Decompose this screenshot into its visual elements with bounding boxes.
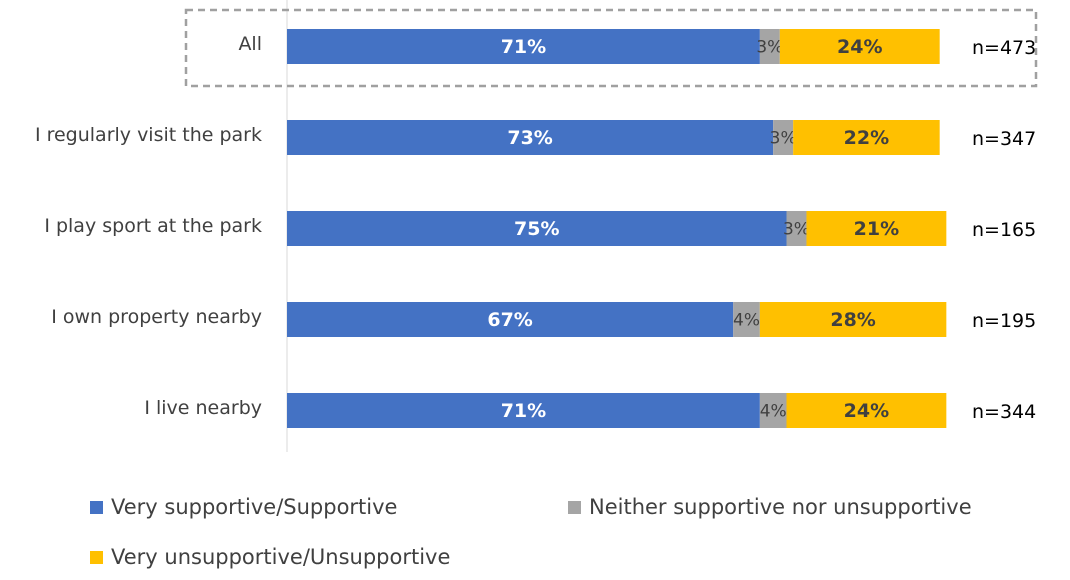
legend-swatch-neutral (568, 500, 581, 514)
bar-all-supportive-label: 71% (501, 36, 546, 58)
sample-size-all: n=473 (972, 37, 1036, 59)
bar-i-live-nearby-unsupportive-label: 24% (844, 400, 889, 422)
bar-i-play-sport-at-the-park-neutral (786, 211, 807, 246)
bar-i-live-nearby-neutral-label: 4% (760, 402, 787, 422)
legend-label-supportive: Very supportive/Supportive (111, 495, 398, 519)
bar-all-neutral-label: 3% (756, 38, 783, 58)
category-label-all: All (238, 33, 262, 55)
bar-i-play-sport-at-the-park-unsupportive-label: 21% (854, 218, 899, 240)
bar-all-unsupportive (779, 29, 940, 64)
bar-i-regularly-visit-the-park-supportive-label: 73% (507, 127, 552, 149)
bar-i-own-property-nearby-supportive (287, 302, 734, 337)
highlight-box-all (184, 8, 1038, 88)
bar-all-supportive (287, 29, 760, 64)
bar-i-own-property-nearby-unsupportive (759, 302, 947, 337)
bar-i-live-nearby-neutral (759, 393, 787, 428)
plot-layer: All 71% 3% 24% n=473 I regularly visit the pa… (35, 8, 1038, 428)
bar-i-own-property-nearby-supportive-label: 67% (487, 309, 532, 331)
bar-i-regularly-visit-the-park-neutral-label: 3% (770, 129, 797, 149)
legend-label-unsupportive: Very unsupportive/Unsupportive (111, 545, 451, 569)
legend-swatch-supportive (90, 500, 103, 514)
bar-all-neutral (759, 29, 780, 64)
legend-item-unsupportive: Very unsupportive/Unsupportive (90, 545, 450, 569)
category-label-i-regularly-visit-the-park: I regularly visit the park (35, 124, 262, 146)
bar-i-play-sport-at-the-park-neutral-label: 3% (783, 220, 810, 240)
sample-size-i-live-nearby: n=344 (972, 401, 1036, 423)
sample-size-i-play-sport-at-the-park: n=165 (972, 219, 1036, 241)
bar-i-play-sport-at-the-park-unsupportive (806, 211, 947, 246)
sample-size-i-own-property-nearby: n=195 (972, 310, 1036, 332)
bar-i-regularly-visit-the-park-supportive (287, 120, 774, 155)
bar-i-own-property-nearby-unsupportive-label: 28% (830, 309, 875, 331)
stacked-bar-chart: All 71% 3% 24% n=473 I regularly visit the pa… (35, 0, 1038, 452)
legend-swatch-unsupportive (90, 550, 103, 564)
bar-i-live-nearby-supportive (287, 393, 760, 428)
bar-i-play-sport-at-the-park-supportive-label: 75% (514, 218, 559, 240)
category-label-i-play-sport-at-the-park: I play sport at the park (44, 215, 262, 237)
bar-i-regularly-visit-the-park-neutral (773, 120, 794, 155)
bar-i-play-sport-at-the-park-supportive (287, 211, 787, 246)
bar-i-own-property-nearby-neutral-label: 4% (733, 311, 760, 331)
bar-i-regularly-visit-the-park-unsupportive-label: 22% (844, 127, 889, 149)
bar-i-own-property-nearby-neutral (733, 302, 760, 337)
legend-item-neutral: Neither supportive nor unsupportive (568, 495, 972, 519)
bar-all-unsupportive-label: 24% (837, 36, 882, 58)
category-label-i-own-property-nearby: I own property nearby (51, 306, 262, 328)
bar-i-live-nearby-supportive-label: 71% (501, 400, 546, 422)
bar-i-regularly-visit-the-park-unsupportive (793, 120, 940, 155)
sample-size-i-regularly-visit-the-park: n=347 (972, 128, 1036, 150)
legend: Very supportive/Supportive Neither suppo… (90, 495, 1050, 575)
bar-i-live-nearby-unsupportive (786, 393, 947, 428)
legend-item-supportive: Very supportive/Supportive (90, 495, 397, 519)
legend-label-neutral: Neither supportive nor unsupportive (589, 495, 972, 519)
category-label-i-live-nearby: I live nearby (144, 397, 262, 419)
